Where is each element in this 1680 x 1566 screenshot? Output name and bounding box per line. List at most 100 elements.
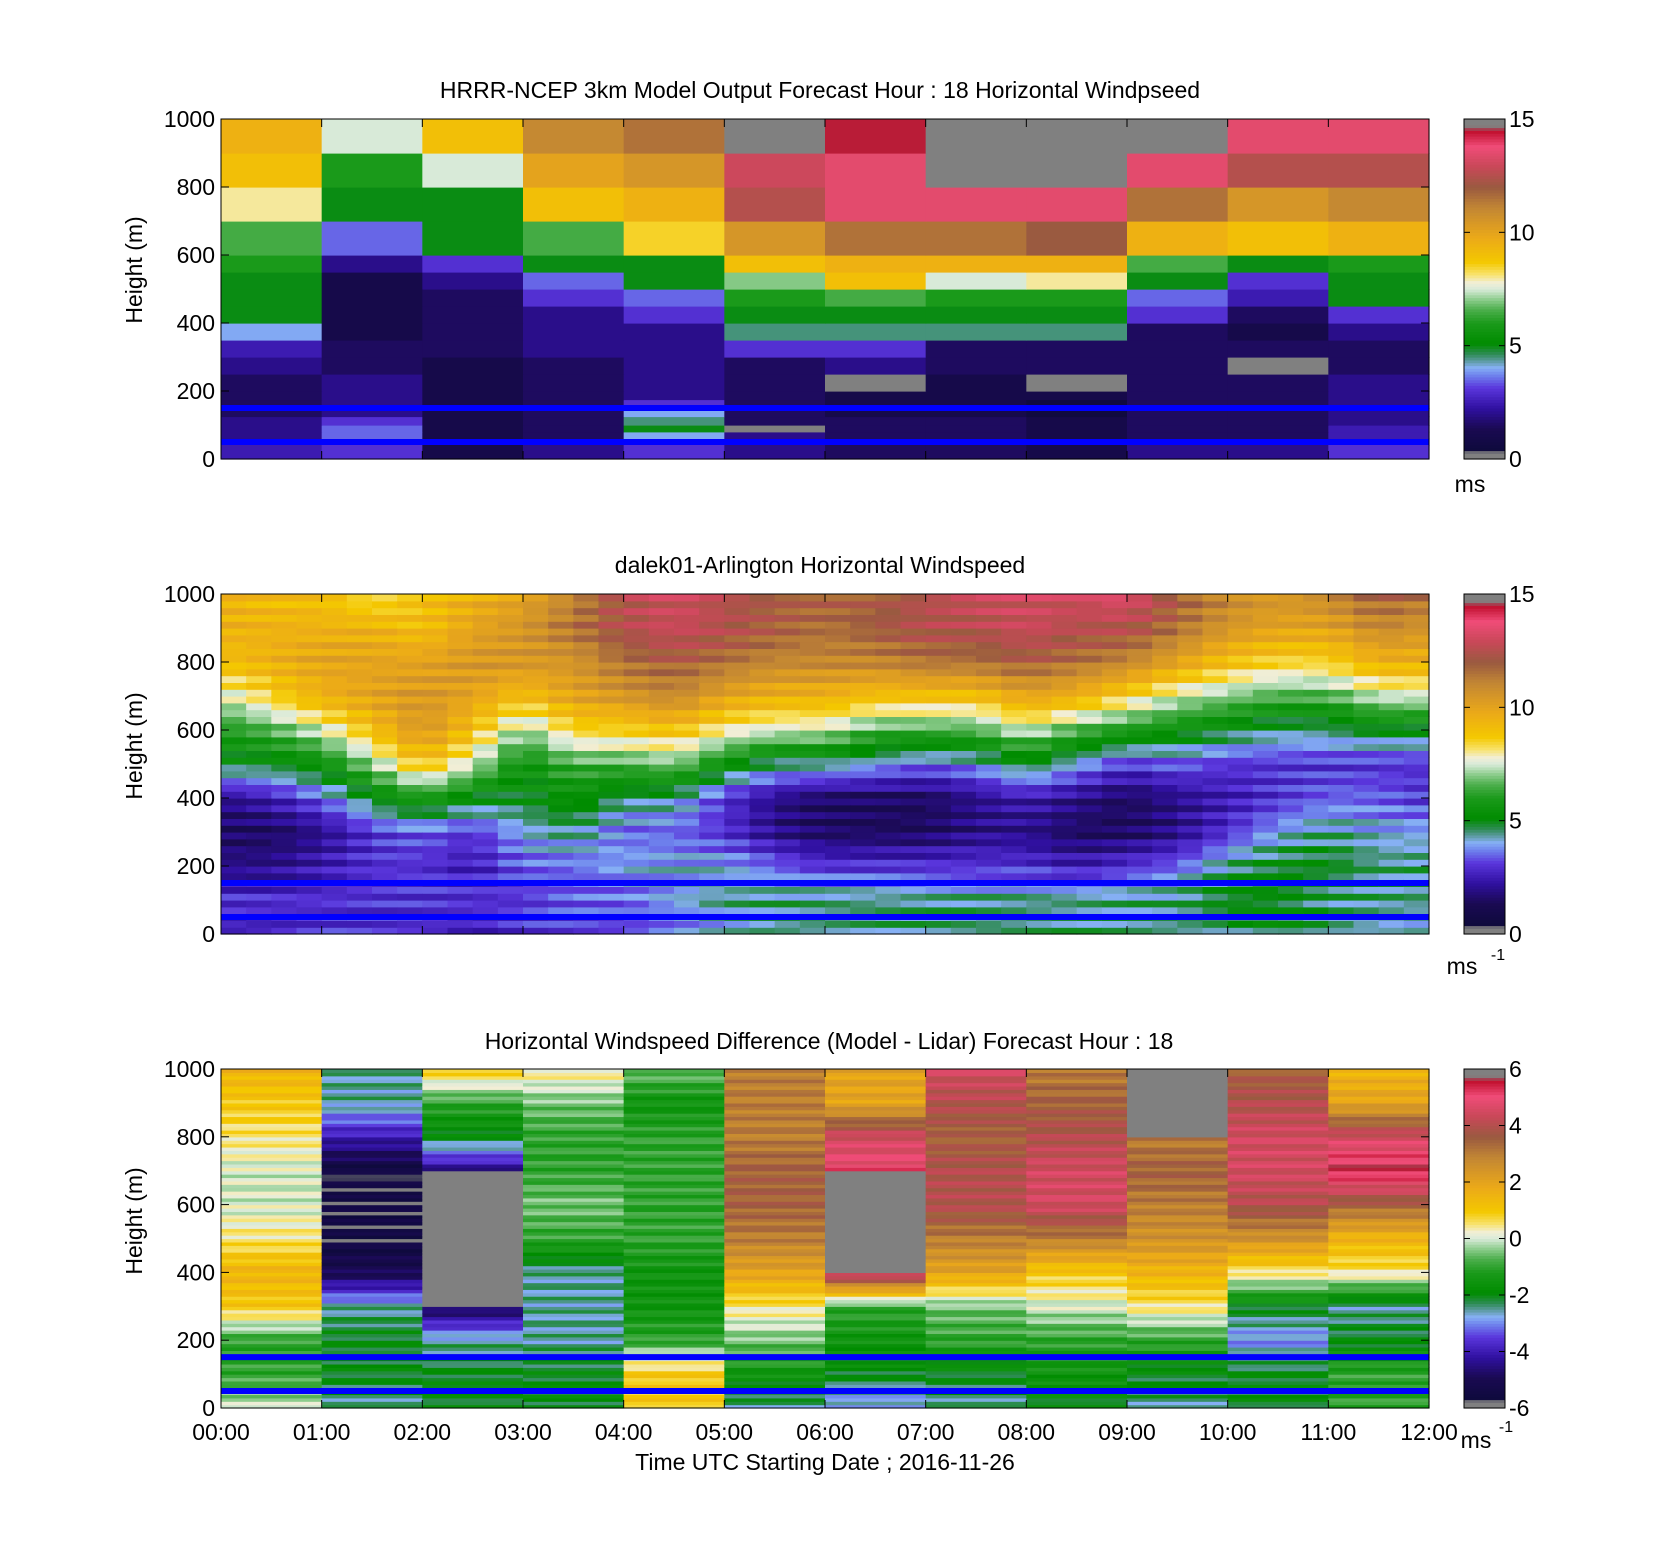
heatmap-cell: [674, 730, 700, 738]
heatmap-cell: [1051, 818, 1078, 826]
colorbar-swatch: [1464, 283, 1505, 287]
heatmap-cell: [1076, 886, 1103, 894]
heatmap-cell: [573, 743, 600, 751]
heatmap-cell: [1026, 1180, 1128, 1185]
heatmap-cell: [774, 798, 801, 806]
heatmap-cell: [472, 648, 499, 656]
colorbar-swatch: [1464, 639, 1505, 643]
heatmap-cell: [246, 614, 272, 622]
heatmap-cell: [1353, 594, 1380, 602]
heatmap-cell: [221, 1109, 323, 1114]
heatmap-cell: [1202, 648, 1229, 656]
colorbar-swatch: [1464, 1230, 1505, 1234]
heatmap-cell: [1227, 1289, 1329, 1294]
heatmap-cell: [724, 1279, 826, 1284]
heatmap-cell: [1278, 648, 1304, 656]
heatmap-cell: [1227, 1228, 1329, 1233]
heatmap-cell: [623, 1146, 725, 1151]
heatmap-cell: [1227, 1092, 1329, 1097]
heatmap-cell: [221, 374, 323, 392]
heatmap-cell: [1001, 675, 1027, 683]
heatmap-cell: [447, 927, 474, 935]
heatmap-cell: [925, 1113, 1027, 1118]
heatmap-cell: [422, 1306, 524, 1311]
heatmap-cell: [422, 1336, 524, 1341]
heatmap-cell: [1127, 1265, 1229, 1270]
colorbar-swatch: [1464, 1283, 1505, 1288]
colorbar-unit-difference: ms: [1461, 1427, 1492, 1453]
colorbar-tick-label: 6: [1509, 1056, 1522, 1082]
heatmap-cell: [573, 811, 600, 819]
heatmap-cell: [422, 1174, 524, 1179]
heatmap-cell: [1001, 872, 1027, 881]
heatmap-cell: [497, 594, 524, 602]
heatmap-cell: [799, 818, 826, 826]
heatmap-cell: [321, 1282, 423, 1287]
heatmap-cell: [271, 696, 298, 704]
heatmap-cell: [1227, 1401, 1329, 1406]
heatmap-cell: [1127, 1296, 1229, 1301]
heatmap-cell: [1026, 1119, 1128, 1124]
colorbar-swatch: [1464, 885, 1505, 890]
heatmap-cell: [1001, 798, 1027, 806]
heatmap-cell: [900, 702, 927, 711]
colorbar-swatch: [1464, 164, 1505, 168]
heatmap-cell: [1252, 825, 1279, 833]
heatmap-cell: [925, 1252, 1027, 1257]
heatmap-cell: [648, 689, 675, 697]
heatmap-cell: [598, 886, 625, 894]
heatmap-cell: [799, 682, 826, 690]
heatmap-cell: [296, 702, 323, 711]
heatmap-cell: [422, 1187, 524, 1192]
heatmap-cell: [271, 743, 298, 751]
heatmap-cell: [1001, 900, 1027, 908]
heatmap-cell: [321, 289, 423, 307]
heatmap-cell: [548, 750, 574, 758]
heatmap-cell: [1278, 662, 1304, 670]
heatmap-cell: [648, 770, 675, 779]
heatmap-cell: [950, 600, 977, 609]
heatmap-cell: [221, 1231, 323, 1236]
heatmap-cell: [1303, 648, 1329, 656]
colorbar-swatch: [1464, 622, 1505, 626]
heatmap-cell: [1227, 1374, 1329, 1379]
heatmap-cell: [900, 655, 927, 663]
heatmap-cell: [1051, 716, 1078, 724]
heatmap-cell: [749, 893, 776, 901]
heatmap-cell: [321, 1174, 423, 1179]
heatmap-cell: [774, 730, 801, 738]
heatmap-cell: [1101, 900, 1128, 908]
heatmap-cell: [623, 1367, 725, 1372]
heatmap-cell: [950, 818, 977, 826]
heatmap-cell: [1353, 804, 1380, 813]
heatmap-cell: [900, 743, 927, 751]
heatmap-cell: [523, 1377, 625, 1382]
colorbar-swatch: [1464, 280, 1505, 284]
heatmap-cell: [221, 1245, 323, 1250]
heatmap-cell: [422, 1089, 524, 1094]
heatmap-cell: [422, 1384, 524, 1389]
heatmap-cell: [724, 784, 751, 792]
heatmap-cell: [1227, 906, 1254, 915]
heatmap-cell: [825, 1238, 927, 1243]
heatmap-cell: [321, 1106, 423, 1111]
colorbar-swatch: [1464, 232, 1505, 236]
heatmap-cell: [221, 662, 247, 670]
heatmap-cell: [799, 662, 826, 670]
heatmap-cell: [1303, 675, 1329, 683]
heatmap-cell: [623, 272, 725, 290]
colorbar-swatch: [1464, 667, 1505, 672]
heatmap-cell: [221, 1218, 323, 1223]
heatmap-cell: [875, 675, 902, 683]
heatmap-cell: [598, 798, 625, 806]
heatmap-cell: [749, 804, 776, 813]
heatmap-cell: [825, 1346, 927, 1351]
heatmap-cell: [623, 1136, 725, 1141]
heatmap-cell: [1353, 845, 1380, 853]
heatmap-cell: [296, 621, 323, 629]
heatmap-cell: [925, 770, 952, 779]
heatmap-cell: [925, 628, 952, 636]
heatmap-cell: [1378, 607, 1405, 615]
heatmap-cell: [472, 736, 499, 745]
heatmap-cell: [1026, 1191, 1128, 1196]
